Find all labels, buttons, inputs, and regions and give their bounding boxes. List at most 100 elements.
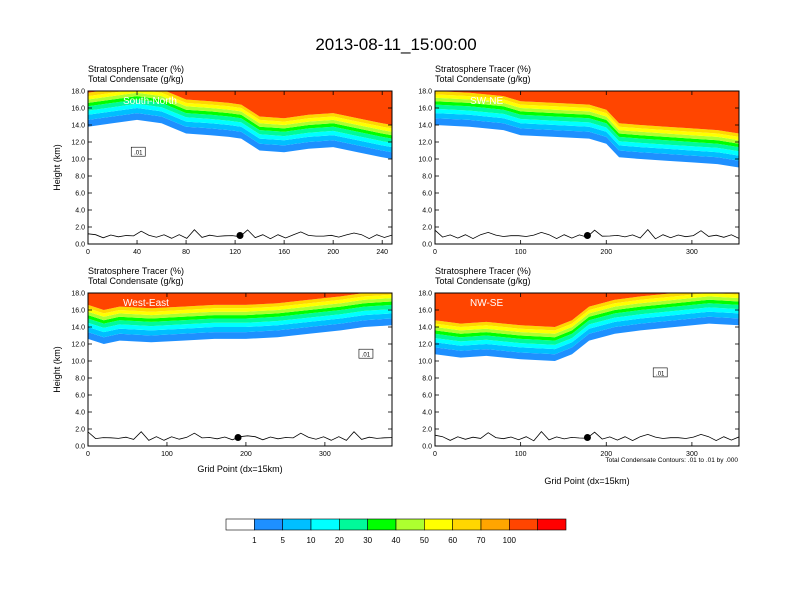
figure-title: 2013-08-11_15:00:00: [315, 35, 476, 54]
colorbar-label: 40: [392, 536, 401, 545]
panel-name: SW-NE: [470, 96, 503, 107]
contour-label: .01: [134, 151, 143, 157]
y-tick-label: 2.0: [75, 225, 85, 232]
tracer-band-2: [435, 311, 739, 355]
y-tick-label: 8.0: [75, 174, 85, 181]
panel-title-2: Total Condensate (g/kg): [88, 276, 184, 286]
tracer-band-3: [435, 307, 739, 350]
panel-name: South-North: [123, 96, 177, 107]
x-tick-label: 300: [686, 249, 698, 256]
tracer-band-4: [88, 304, 392, 328]
tracer-band-5: [88, 301, 392, 324]
panel-name: NW-SE: [470, 298, 503, 309]
panel-title-1: Stratosphere Tracer (%): [435, 64, 531, 74]
y-tick-label: 0.0: [75, 444, 85, 451]
plot-frame: [87, 90, 393, 245]
tracer-band-4: [435, 303, 739, 345]
y-tick-label: 4.0: [75, 410, 85, 417]
colorbar-swatch: [480, 518, 510, 531]
y-tick-label: 10.0: [418, 157, 432, 164]
tracer-band-2: [88, 313, 392, 338]
x-tick-label: 200: [240, 451, 252, 458]
tracer-band-7: [435, 94, 739, 141]
colorbar-label: 100: [503, 536, 517, 545]
y-tick-label: 18.0: [418, 291, 432, 298]
tracer-band-3: [435, 108, 739, 156]
plot-frame: [434, 292, 740, 447]
y-tick-label: 14.0: [418, 123, 432, 130]
panel-title-1: Stratosphere Tracer (%): [88, 64, 184, 74]
plot-frame: [434, 90, 740, 245]
y-tick-label: 0.0: [422, 444, 432, 451]
x-axis-label: Grid Point (dx=15km): [544, 476, 629, 486]
panel-title-1: Stratosphere Tracer (%): [435, 266, 531, 276]
colorbar-swatch: [339, 518, 368, 531]
y-tick-label: 6.0: [75, 393, 85, 400]
x-tick-label: 160: [278, 249, 290, 256]
tracer-band-3: [88, 309, 392, 333]
contour-label: .01: [362, 353, 371, 359]
center-marker: [583, 434, 591, 441]
panel-title-2: Total Condensate (g/kg): [435, 276, 531, 286]
x-tick-label: 200: [600, 249, 612, 256]
colorbar-label: 10: [307, 536, 316, 545]
tracer-band-1: [88, 318, 392, 344]
panel-title-2: Total Condensate (g/kg): [435, 74, 531, 84]
y-tick-label: 12.0: [418, 140, 432, 147]
y-tick-label: 2.0: [422, 427, 432, 434]
contour-label-box: [358, 348, 374, 359]
y-tick-label: 4.0: [422, 208, 432, 215]
tracer-band-top: [88, 91, 392, 125]
x-tick-label: 0: [86, 451, 90, 458]
y-axis-label: Height (km): [52, 144, 62, 191]
x-tick-label: 0: [433, 249, 437, 256]
x-tick-label: 100: [161, 451, 173, 458]
tracer-band-top: [435, 293, 739, 327]
y-tick-label: 12.0: [71, 140, 85, 147]
y-tick-label: 10.0: [71, 359, 85, 366]
tracer-band-7: [88, 91, 392, 132]
plot-area: .01: [435, 293, 739, 446]
y-tick-label: 0.0: [75, 242, 85, 249]
x-tick-label: 100: [515, 451, 527, 458]
x-tick-label: 200: [600, 451, 612, 458]
colorbar-swatch: [395, 518, 425, 531]
colorbar-swatch: [282, 518, 312, 531]
tracer-band-6: [88, 92, 392, 136]
tracer-band-4: [435, 104, 739, 152]
plot-area: [435, 91, 739, 244]
y-tick-label: 2.0: [422, 225, 432, 232]
contour-label: .01: [656, 371, 665, 377]
x-tick-label: 0: [433, 451, 437, 458]
y-tick-label: 16.0: [71, 308, 85, 315]
x-tick-label: 300: [686, 451, 698, 458]
x-tick-label: 240: [376, 249, 388, 256]
panel-name: West-East: [123, 298, 169, 309]
tracer-band-1: [435, 118, 739, 168]
tracer-band-6: [88, 298, 392, 321]
tracer-band-6: [435, 97, 739, 144]
y-tick-label: 12.0: [418, 342, 432, 349]
colorbar-swatch: [225, 518, 255, 531]
y-tick-label: 18.0: [418, 89, 432, 96]
y-tick-label: 16.0: [418, 308, 432, 315]
plot-area: .01: [88, 91, 392, 244]
colorbar-label: 50: [420, 536, 429, 545]
y-axis-label: Height (km): [52, 346, 62, 393]
y-tick-label: 12.0: [71, 342, 85, 349]
colorbar-swatch: [537, 518, 567, 531]
y-tick-label: 2.0: [75, 427, 85, 434]
colorbar: 1 5 10 20 30 40 50 60 70 100: [225, 518, 567, 545]
y-tick-label: 18.0: [71, 89, 85, 96]
y-tick-label: 6.0: [422, 393, 432, 400]
panel-sw-ne: SW-NE Stratosphere Tracer (%)Total Conden…: [418, 64, 740, 256]
colorbar-label: 5: [280, 536, 285, 545]
center-marker: [234, 434, 242, 441]
tracer-band-8: [88, 293, 392, 314]
colorbar-swatch: [424, 518, 453, 531]
y-tick-label: 14.0: [418, 325, 432, 332]
tracer-band-5: [88, 96, 392, 139]
tracer-band-1: [88, 113, 392, 159]
tracer-band-top: [88, 293, 392, 310]
x-axis-label: Grid Point (dx=15km): [197, 464, 282, 474]
